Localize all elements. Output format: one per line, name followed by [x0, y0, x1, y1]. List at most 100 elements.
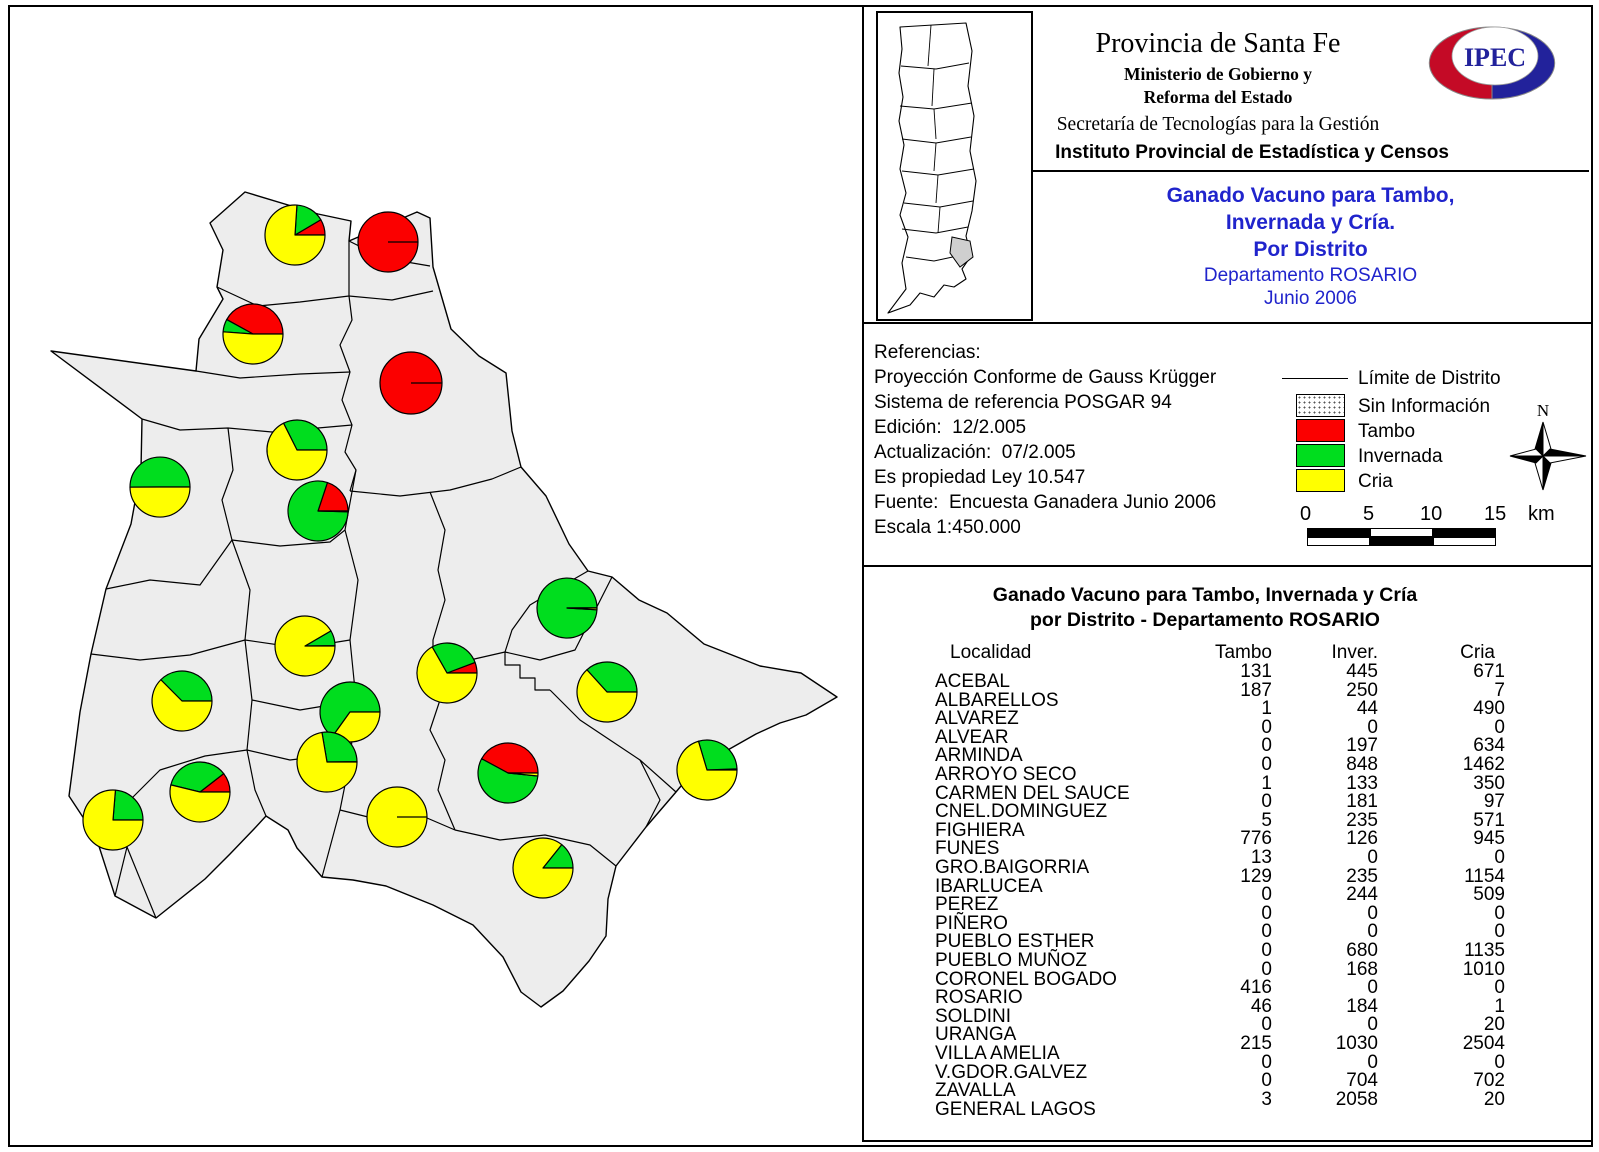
map-title-date: Junio 2006 [1264, 288, 1357, 309]
table-row-value-tambo: 0 [1261, 1014, 1272, 1036]
table-row-value-tambo: 0 [1261, 940, 1272, 961]
legend-swatch-invernada [1296, 444, 1345, 467]
table-row-value-inver: 235 [1346, 865, 1378, 887]
pie-fighiera [676, 739, 738, 801]
table-row-value-cria: 634 [1473, 735, 1505, 757]
table-row-value-tambo: 0 [1261, 921, 1272, 943]
legend-label-cria: Cria [1358, 471, 1393, 492]
legend-swatch-cria [1296, 469, 1345, 492]
pie-charts-layer [82, 204, 738, 899]
table-row-locality: SOLDINI [935, 1005, 1012, 1027]
table-row-value-inver: 168 [1346, 958, 1378, 980]
legend-label-invernada: Invernada [1358, 446, 1443, 467]
table-header-inver: Inver. [1331, 642, 1378, 663]
pie-acebal [169, 761, 231, 823]
table-row-value-tambo: 0 [1261, 716, 1272, 738]
table-row-locality: PEREZ [935, 894, 999, 916]
table-row-locality: CNEL.DOMINGUEZ [935, 801, 1108, 823]
table-row-value-cria: 0 [1494, 977, 1505, 999]
table-row-value-cria: 1135 [1464, 940, 1505, 961]
table-row-value-cria: 350 [1473, 772, 1505, 794]
table-row-value-tambo: 0 [1261, 884, 1272, 906]
pie-general-lagos [536, 577, 598, 639]
table-row-locality: FIGHIERA [935, 819, 1025, 841]
scalebar-segment [1307, 528, 1370, 537]
table-row-value-inver: 0 [1367, 847, 1378, 868]
table-row-value-tambo: 131 [1240, 661, 1272, 682]
table-row-locality: URANGA [935, 1024, 1017, 1046]
ipec-logo: IPEC [1428, 26, 1556, 100]
table-row-value-inver: 44 [1356, 698, 1378, 720]
table-row-value-inver: 704 [1346, 1070, 1378, 1092]
rosario-department-highlight [949, 236, 974, 268]
table-row-locality: ALBARELLOS [935, 689, 1059, 711]
department-area [50, 191, 838, 1008]
table-row-value-tambo: 0 [1261, 1051, 1272, 1073]
pie-zavalla [129, 456, 191, 518]
scale-tick-15: 15 [1484, 503, 1507, 525]
table-row-locality: CARMEN DEL SAUCE [935, 782, 1130, 804]
table-row-value-inver: 235 [1346, 809, 1378, 831]
pie-coronel-bogado [512, 837, 574, 899]
references-heading: Referencias: [874, 342, 981, 363]
table-title-line2: por Distrito - Departamento ROSARIO [1030, 609, 1380, 631]
map-title-department: Departamento ROSARIO [1203, 265, 1418, 286]
table-row-value-cria: 1010 [1462, 958, 1505, 980]
pie-perez [266, 419, 328, 481]
pie-cnel-dominguez [319, 681, 381, 743]
secretary-line: Secretaría de Tecnologías para la Gestió… [1056, 114, 1380, 135]
table-row-locality: V.GDOR.GALVEZ [935, 1061, 1088, 1083]
ipec-logo-text: IPEC [1464, 43, 1526, 72]
legend-label-sin-informacion: Sin Información [1358, 396, 1491, 417]
table-row-locality: PUEBLO ESTHER [935, 931, 1095, 953]
ministry-line1: Ministerio de Gobierno y [1123, 64, 1313, 84]
table-row-locality: IBARLUCEA [935, 875, 1043, 897]
table-row-value-cria: 7 [1494, 679, 1505, 701]
table-row-value-inver: 445 [1346, 661, 1378, 682]
table-row-locality: PIÑERO [935, 912, 1008, 934]
ministry-line2: Reforma del Estado [1143, 87, 1293, 107]
table-row-locality: ALVEAR [935, 726, 1009, 748]
table-row-value-tambo: 0 [1261, 958, 1272, 980]
pie-alvarez [274, 615, 336, 677]
legend-line-swatch [1282, 378, 1348, 379]
reference-source: Fuente: Encuesta Ganadera Junio 2006 [874, 492, 1217, 513]
table-row-value-inver: 250 [1346, 679, 1378, 701]
map-title-line1: Ganado Vacuno para Tambo, [1166, 184, 1455, 207]
table-row-value-tambo: 1 [1261, 698, 1272, 720]
table-row-value-inver: 1030 [1335, 1033, 1378, 1054]
table-row-value-tambo: 0 [1261, 1070, 1272, 1092]
reference-edition: Edición: 12/2.005 [874, 417, 1027, 438]
table-row-locality: GENERAL LAGOS [935, 1098, 1096, 1120]
pie-uranga [366, 786, 428, 848]
legend-swatch-sin-informacion [1296, 394, 1345, 417]
table-row-locality: ROSARIO [935, 987, 1023, 1009]
pie-rosario [379, 351, 443, 415]
north-label: N [1537, 401, 1549, 420]
table-row-value-inver: 0 [1367, 902, 1378, 924]
table-row-value-tambo: 0 [1261, 754, 1272, 775]
table-header-tambo: Tambo [1214, 642, 1272, 663]
table-row-value-cria: 1154 [1464, 865, 1505, 887]
reference-update: Actualización: 07/2.005 [874, 442, 1076, 463]
table-row-value-cria: 509 [1473, 884, 1505, 906]
table-row-value-cria: 0 [1494, 1051, 1505, 1073]
pie-villa-amelia [416, 642, 478, 704]
table-box [862, 565, 1593, 1142]
table-row-value-cria: 0 [1494, 921, 1505, 943]
table-row-locality: ARROYO SECO [935, 764, 1077, 785]
pie-soldini [287, 480, 349, 542]
table-row-value-inver: 0 [1367, 921, 1378, 943]
references-box [862, 322, 1593, 567]
pie-arminda [82, 789, 144, 851]
table-row-value-tambo: 776 [1240, 828, 1272, 850]
table-row-locality: ACEBAL [935, 671, 1010, 692]
table-row-value-inver: 133 [1346, 772, 1378, 794]
pie-arroyo-seco [576, 661, 638, 723]
table-row-locality: ARMINDA [935, 745, 1023, 767]
table-row-value-cria: 945 [1473, 828, 1505, 850]
pie-pueblo-mu-oz [151, 670, 213, 732]
table-row-value-inver: 181 [1346, 791, 1378, 813]
table-row-value-inver: 680 [1346, 940, 1378, 961]
table-row-locality: FUNES [935, 838, 1000, 860]
